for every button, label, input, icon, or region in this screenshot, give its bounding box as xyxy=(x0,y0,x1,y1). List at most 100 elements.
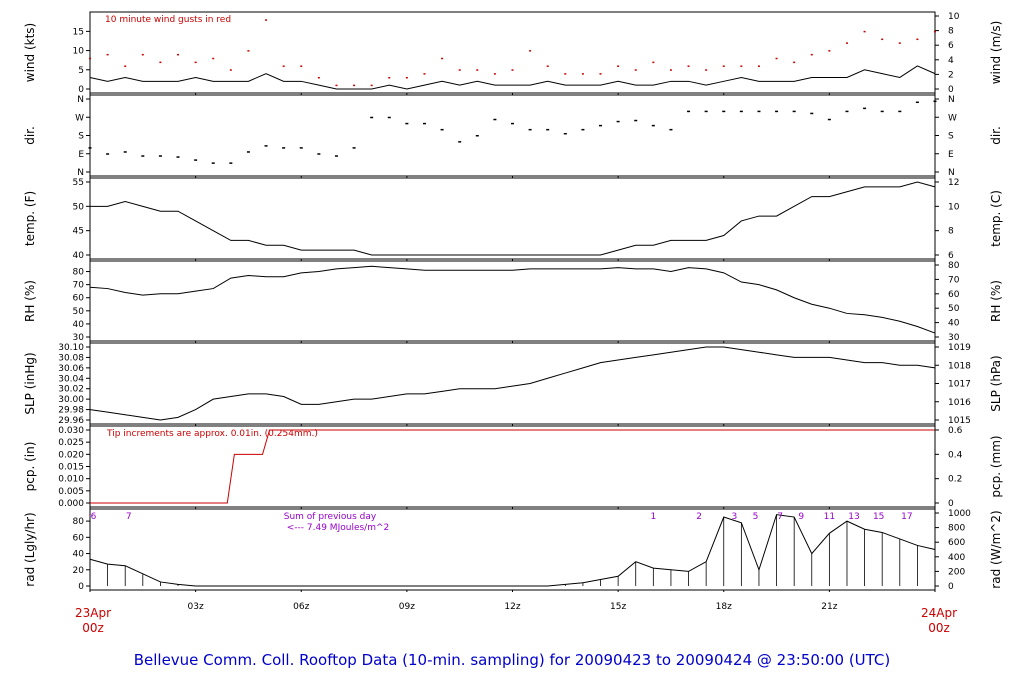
right-tick-label: 1017 xyxy=(948,380,971,390)
left-tick-label: 0.000 xyxy=(58,499,84,509)
left-tick-label: 50 xyxy=(73,202,85,212)
gust-point xyxy=(265,19,268,21)
left-tick-label: 80 xyxy=(73,517,85,527)
left-tick-label: 0.015 xyxy=(58,463,84,473)
direction-point xyxy=(880,110,884,113)
gust-point xyxy=(881,38,884,41)
direction-point xyxy=(898,110,902,113)
right-tick-label: 80 xyxy=(948,261,960,271)
left-tick-label: 30.08 xyxy=(58,353,84,363)
panel-frame xyxy=(89,342,936,425)
left-tick-label: 30.02 xyxy=(58,385,84,395)
gust-point xyxy=(124,65,127,67)
left-tick-label: 0.005 xyxy=(58,487,84,497)
x-tick-label: 09z xyxy=(399,602,415,612)
direction-point xyxy=(141,155,145,157)
chart-title: Bellevue Comm. Coll. Rooftop Data (10-mi… xyxy=(134,651,891,669)
right-tick-label: 50 xyxy=(948,304,960,314)
left-tick-label: 30.04 xyxy=(58,374,84,384)
right-tick-label: 1018 xyxy=(948,361,971,371)
direction-point xyxy=(299,147,303,149)
direction-point xyxy=(246,151,250,153)
gust-point xyxy=(810,53,813,56)
direction-point xyxy=(757,110,761,113)
hour-mark: 15 xyxy=(873,512,884,522)
gust-point xyxy=(229,69,232,71)
y-axis-label-right: temp. (C) xyxy=(989,190,1003,247)
gust-point xyxy=(669,69,672,71)
right-tick-label: 1016 xyxy=(948,398,971,408)
left-tick-label: 45 xyxy=(73,227,84,237)
direction-point xyxy=(458,141,462,143)
gust-point xyxy=(89,57,91,60)
right-tick-label: 30 xyxy=(948,333,960,343)
gust-point xyxy=(317,76,320,79)
left-tick-label: 0.020 xyxy=(58,450,84,460)
hour-mark: 9 xyxy=(798,512,804,522)
gust-point xyxy=(757,65,760,67)
gust-point xyxy=(423,73,426,75)
hour-mark: 5 xyxy=(753,512,759,522)
gust-point xyxy=(775,57,778,60)
gust-point xyxy=(335,84,338,87)
gust-point xyxy=(687,65,690,67)
gust-point xyxy=(722,65,725,67)
direction-point xyxy=(933,100,937,103)
gust-point xyxy=(476,69,479,71)
gust-point xyxy=(282,65,285,67)
y-axis-label-right: RH (%) xyxy=(989,280,1003,322)
hour-mark: 11 xyxy=(824,512,835,522)
direction-point xyxy=(546,128,550,131)
direction-point xyxy=(264,145,268,147)
right-tick-label: 6 xyxy=(948,251,954,261)
y-axis-label-left: pcp. (in) xyxy=(23,442,37,492)
x-tick-label: 18z xyxy=(716,602,732,612)
y-axis-label-left: dir. xyxy=(23,126,37,145)
wind-speed-line xyxy=(89,65,936,90)
panel-frame xyxy=(89,260,936,342)
direction-point xyxy=(493,118,497,121)
gust-point xyxy=(370,84,373,87)
hour-mark: 7 xyxy=(126,512,132,522)
left-tick-label: 30 xyxy=(73,333,85,343)
right-tick-label: 6 xyxy=(948,41,954,51)
hour-mark: 17 xyxy=(901,512,912,522)
direction-point xyxy=(687,110,691,113)
hour-mark: 13 xyxy=(848,512,859,522)
y-axis-label-left: RH (%) xyxy=(23,280,37,322)
gust-point xyxy=(634,69,637,71)
right-tick-label: 70 xyxy=(948,275,960,285)
right-tick-label: 0 xyxy=(948,85,954,95)
left-tick-label: 5 xyxy=(78,66,84,76)
x-tick-label: 03z xyxy=(188,602,204,612)
direction-point xyxy=(810,112,814,115)
x-tick-label: 12z xyxy=(504,602,520,612)
panel-slp: 29.9629.9830.0030.0230.0430.0630.0830.10… xyxy=(23,342,1003,426)
precip-line xyxy=(90,429,935,504)
right-tick-label: 400 xyxy=(948,553,965,563)
y-axis-label-left: SLP (inHg) xyxy=(23,352,37,414)
panel-frame xyxy=(89,177,936,260)
direction-point xyxy=(511,122,514,125)
rh-line xyxy=(89,265,936,334)
gust-point xyxy=(898,42,901,44)
left-tick-label: 40 xyxy=(73,320,85,330)
direction-point xyxy=(634,119,638,122)
panel-pcp: 0.000 0.005 0.010 0.015 0.020 0.025 0.030 0 0.2 0… xyxy=(23,425,1003,509)
gust-point xyxy=(247,50,250,52)
direction-point xyxy=(229,162,233,164)
left-tick-label: 20 xyxy=(73,566,85,576)
right-tick-label: 0 xyxy=(948,499,954,509)
direction-point xyxy=(352,147,356,149)
direction-point xyxy=(775,110,779,113)
gust-point xyxy=(159,61,162,64)
panel-frame xyxy=(89,508,936,591)
direction-point xyxy=(528,128,532,131)
left-tick-label: 80 xyxy=(73,268,85,278)
gust-point xyxy=(511,69,514,71)
direction-point xyxy=(863,107,867,110)
y-axis-label-right: pcp. (mm) xyxy=(989,435,1003,497)
